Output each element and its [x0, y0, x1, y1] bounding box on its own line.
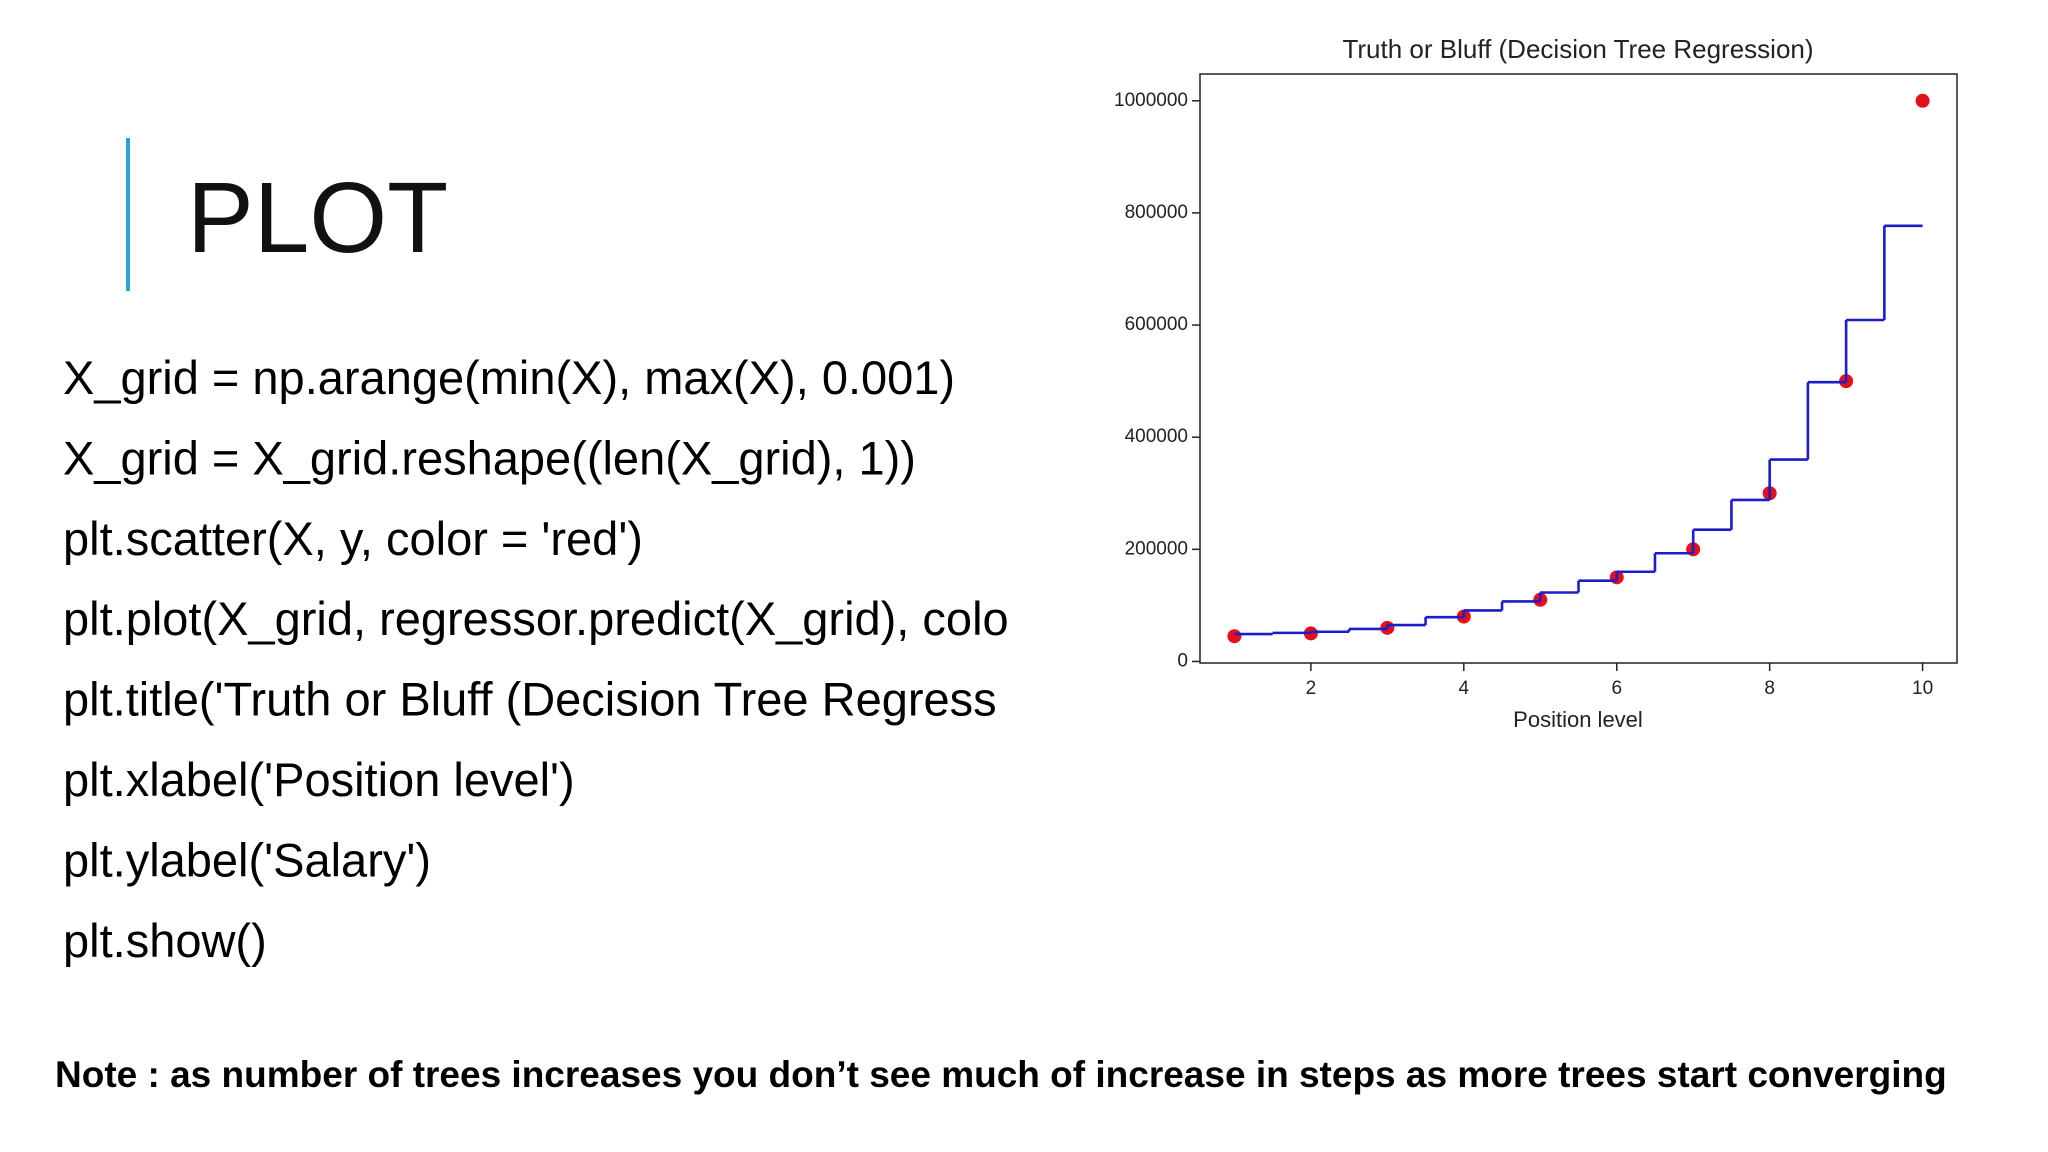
scatter-point	[1227, 629, 1242, 644]
code-line: plt.show()	[63, 914, 267, 967]
code-block: X_grid = np.arange(min(X), max(X), 0.001…	[63, 351, 1009, 967]
code-line: plt.ylabel('Salary')	[63, 833, 431, 886]
slide-title: PLOT	[187, 162, 448, 274]
y-tick-label: 400000	[1125, 426, 1188, 447]
x-tick-label: 6	[1611, 678, 1622, 699]
x-axis-label: Position level	[1513, 707, 1643, 732]
x-tick-label: 2	[1306, 678, 1317, 699]
x-tick-label: 4	[1459, 678, 1470, 699]
x-tick-label: 8	[1764, 678, 1775, 699]
y-tick-label: 600000	[1125, 314, 1188, 335]
code-line: X_grid = X_grid.reshape((len(X_grid), 1)…	[63, 431, 916, 484]
chart-title: Truth or Bluff (Decision Tree Regression…	[1342, 34, 1813, 64]
code-line: X_grid = np.arange(min(X), max(X), 0.001…	[63, 351, 955, 404]
y-tick-label: 200000	[1125, 538, 1188, 559]
plot: 0 200000 400000 600000 800000 1000000 2 4 6 8 10	[1114, 90, 1933, 699]
y-tick-label: 800000	[1125, 202, 1188, 223]
x-tick-label: 10	[1912, 678, 1933, 699]
scatter-point	[1915, 93, 1930, 108]
y-tick-label: 1000000	[1114, 90, 1188, 111]
code-line: plt.scatter(X, y, color = 'red')	[63, 512, 643, 565]
plot-frame	[1199, 73, 1958, 664]
accent-bar	[126, 138, 130, 291]
code-line: plt.xlabel('Position level')	[63, 753, 575, 806]
y-tick-label: 0	[1177, 650, 1188, 671]
note: Note : as number of trees increases you …	[55, 1054, 1947, 1095]
code-line: plt.plot(X_grid, regressor.predict(X_gri…	[63, 592, 1009, 645]
code-line: plt.title('Truth or Bluff (Decision Tree…	[63, 673, 997, 726]
